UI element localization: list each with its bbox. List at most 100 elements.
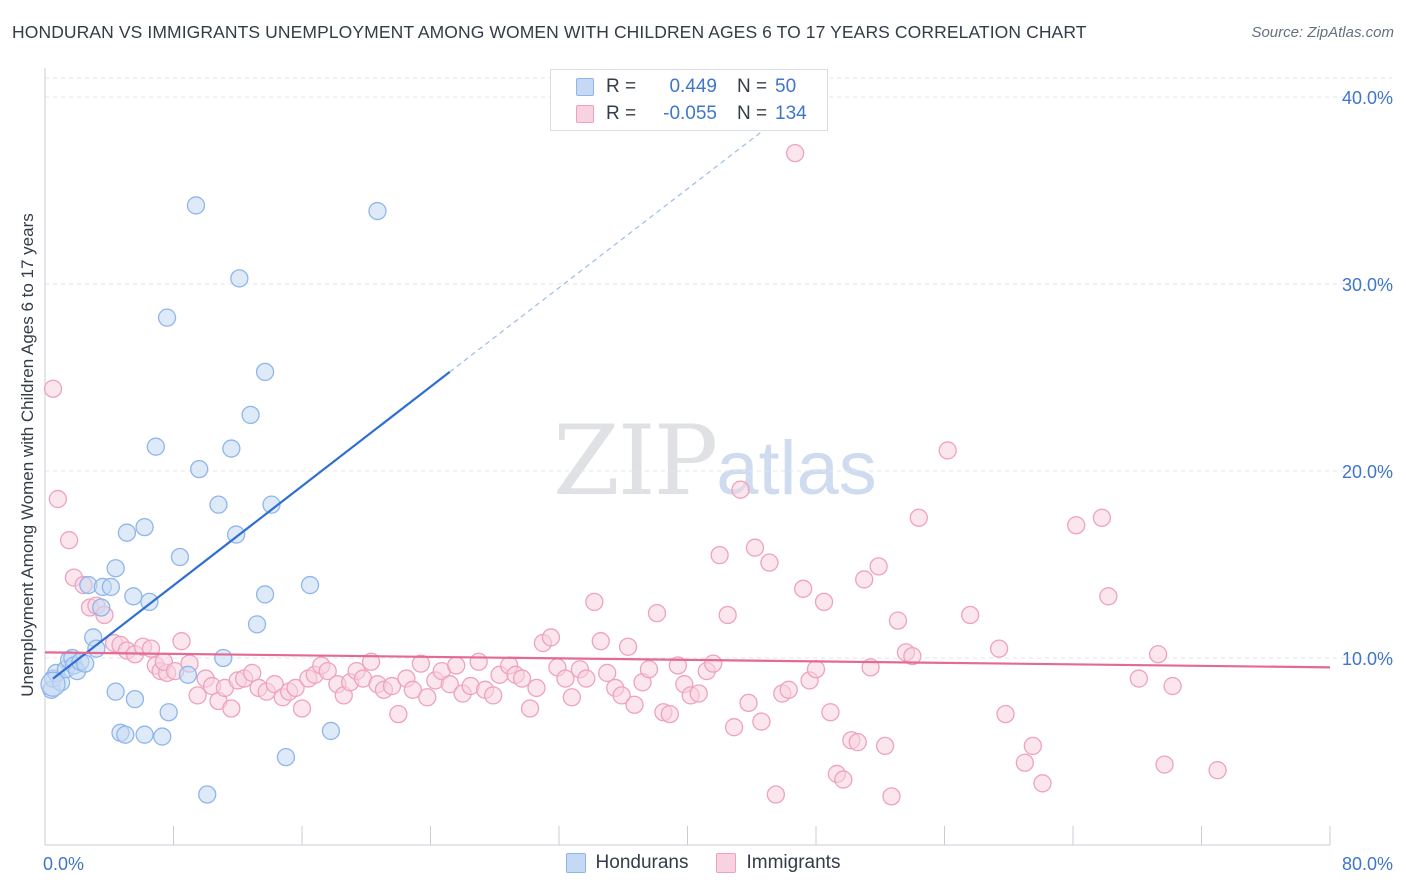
hondurans-trend-extension — [449, 126, 769, 373]
hondurans-point — [40, 671, 66, 697]
immigrants-point — [806, 660, 826, 679]
immigrants-point — [668, 656, 688, 675]
legend-r-label: R = — [606, 76, 637, 97]
hondurans-point — [230, 269, 249, 288]
immigrants-point — [577, 669, 596, 688]
immigrants-point — [59, 531, 79, 550]
series-label-hondurans: Hondurans — [595, 852, 689, 873]
immigrants-point — [660, 704, 679, 724]
hondurans-point — [146, 437, 165, 456]
hondurans-point — [92, 598, 111, 617]
y-tick-label: 20.0% — [1342, 462, 1393, 482]
hondurans-point — [116, 725, 135, 744]
series-legend: Hondurans Immigrants — [0, 852, 1406, 874]
immigrants-point — [440, 675, 459, 694]
immigrants-point — [989, 639, 1009, 658]
immigrants-point — [647, 603, 667, 623]
hondurans-point — [170, 547, 190, 567]
legend-n-label: N = — [737, 103, 768, 124]
legend-n-value-immigrants: 134 — [775, 103, 807, 124]
immigrants-point — [779, 680, 798, 699]
hondurans-point — [178, 665, 198, 684]
immigrants-point — [710, 546, 729, 565]
immigrants-point — [172, 632, 191, 651]
immigrants-point — [625, 695, 644, 714]
legend-row-hondurans: R = 0.449 N = 50 — [551, 74, 811, 100]
immigrants-point — [483, 686, 503, 705]
immigrants-point — [961, 605, 980, 625]
series-legend-hondurans[interactable]: Hondurans — [565, 852, 689, 874]
immigrants-point — [888, 611, 908, 630]
chart-source: Source: ZipAtlas.com — [1251, 24, 1394, 41]
immigrants-point — [724, 718, 744, 737]
legend-n-value-hondurans: 50 — [775, 76, 797, 97]
immigrants-point — [1015, 753, 1034, 772]
hondurans-point — [368, 201, 387, 221]
immigrants-point — [222, 699, 241, 718]
hondurans-point — [255, 585, 275, 604]
hondurans-point — [209, 495, 228, 514]
immigrants-point — [618, 637, 638, 656]
legend-r-value-hondurans: 0.449 — [669, 76, 717, 97]
y-tick-label: 30.0% — [1342, 275, 1393, 295]
immigrants-point — [1208, 761, 1227, 780]
immigrants-point — [785, 143, 805, 163]
correlation-legend: R = 0.449 N = 50 R = -0.055 N = 134 — [550, 69, 828, 131]
hondurans-point — [124, 587, 143, 606]
immigrants-point — [1092, 508, 1112, 527]
y-tick-label: 40.0% — [1342, 88, 1393, 108]
immigrants-point — [520, 699, 540, 718]
immigrants-point — [43, 379, 63, 398]
immigrants-point — [869, 557, 888, 576]
immigrants-point — [752, 712, 771, 731]
hondurans-point — [276, 747, 296, 767]
series-label-immigrants: Immigrants — [746, 852, 841, 873]
immigrants-point — [411, 654, 431, 673]
immigrants-point — [512, 669, 532, 688]
hondurans-point — [300, 575, 320, 595]
immigrants-point — [882, 787, 901, 806]
hondurans-point — [262, 495, 281, 514]
hondurans-point — [135, 517, 154, 537]
legend-row-immigrants: R = -0.055 N = 134 — [551, 101, 811, 127]
immigrants-point — [447, 656, 466, 675]
immigrants-point — [265, 675, 284, 694]
immigrants-point — [1099, 587, 1118, 606]
immigrants-point — [909, 508, 928, 527]
immigrants-point — [814, 592, 834, 612]
hondurans-point — [190, 459, 209, 479]
chart-title: HONDURAN VS IMMIGRANTS UNEMPLOYMENT AMON… — [12, 22, 1087, 42]
immigrants-point — [834, 770, 853, 789]
immigrants-point — [527, 678, 546, 698]
immigrants-point — [855, 570, 874, 589]
watermark-zip: ZIP — [553, 405, 718, 517]
hondurans-point — [247, 615, 267, 634]
hondurans-points — [42, 196, 387, 804]
series-swatch-immigrants — [716, 853, 737, 873]
legend-swatch-immigrants — [576, 105, 594, 123]
immigrants-point — [689, 684, 708, 703]
immigrants-point — [745, 538, 765, 557]
hondurans-point — [255, 362, 275, 382]
series-legend-immigrants[interactable]: Immigrants — [716, 852, 840, 874]
hondurans-point — [198, 785, 217, 804]
immigrants-point — [403, 680, 422, 699]
immigrants-point — [591, 632, 610, 651]
immigrants-point — [996, 704, 1015, 724]
hondurans-point — [226, 525, 246, 544]
hondurans-point — [159, 703, 178, 722]
hondurans-point — [125, 689, 145, 709]
hondurans-point — [241, 405, 260, 425]
immigrants-point — [731, 480, 750, 499]
immigrants-point — [585, 592, 604, 612]
immigrants-point — [704, 654, 723, 673]
hondurans-point — [106, 559, 125, 578]
immigrants-point — [286, 678, 305, 698]
immigrants-point — [418, 688, 437, 707]
hondurans-point — [186, 196, 206, 215]
immigrants-point — [541, 628, 561, 647]
immigrants-point — [562, 688, 581, 707]
immigrants-point — [739, 693, 758, 713]
legend-r-value-immigrants: -0.055 — [663, 103, 717, 124]
immigrants-point — [1163, 676, 1182, 696]
